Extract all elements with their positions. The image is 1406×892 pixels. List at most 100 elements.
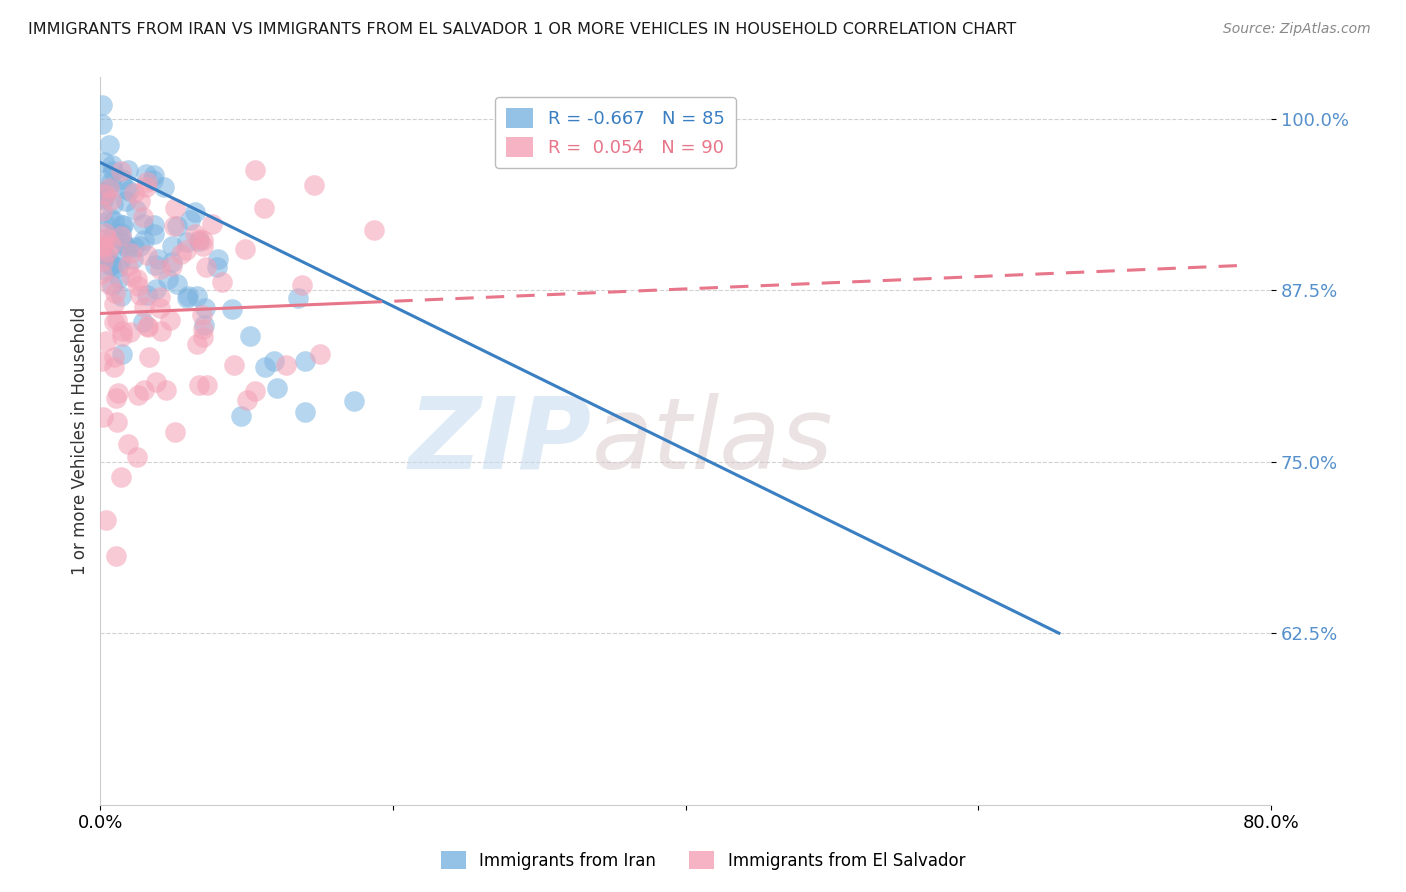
Point <box>93 215 115 229</box>
Point <box>149 324 172 338</box>
Point <box>308 347 330 361</box>
Point <box>145 282 167 296</box>
Point <box>110 346 132 360</box>
Point <box>201 217 224 231</box>
Point <box>184 227 207 242</box>
Point <box>363 223 385 237</box>
Point <box>96 334 118 348</box>
Point <box>105 549 128 563</box>
Point <box>103 197 125 211</box>
Point <box>90 240 112 254</box>
Point <box>94 513 117 527</box>
Point <box>94 187 117 202</box>
Point <box>136 319 159 334</box>
Point <box>105 391 128 405</box>
Point <box>243 384 266 398</box>
Point <box>131 217 153 231</box>
Point <box>135 288 157 302</box>
Point <box>142 227 165 241</box>
Point <box>193 233 215 247</box>
Point <box>159 313 181 327</box>
Point <box>211 275 233 289</box>
Point <box>101 230 124 244</box>
Point <box>143 258 166 272</box>
Point <box>191 330 214 344</box>
Point <box>156 271 179 285</box>
Point <box>149 301 172 315</box>
Y-axis label: 1 or more Vehicles in Household: 1 or more Vehicles in Household <box>72 307 89 575</box>
Point <box>160 255 183 269</box>
Point <box>274 358 297 372</box>
Point <box>98 169 121 184</box>
Point <box>108 254 131 268</box>
Point <box>97 250 120 264</box>
Text: ZIP: ZIP <box>409 392 592 490</box>
Point <box>142 218 165 232</box>
Point <box>188 234 211 248</box>
Point <box>120 268 142 283</box>
Point <box>98 278 121 293</box>
Point <box>166 277 188 292</box>
Point <box>166 219 188 233</box>
Point <box>170 247 193 261</box>
Point <box>100 193 122 207</box>
Point <box>98 258 121 272</box>
Point <box>115 194 138 208</box>
Point <box>229 409 252 423</box>
Point <box>120 246 142 260</box>
Point <box>111 324 134 338</box>
Point <box>127 388 149 402</box>
Point <box>97 183 120 197</box>
Point <box>135 179 157 194</box>
Point <box>149 290 172 304</box>
Point <box>294 354 316 368</box>
Point <box>136 248 159 262</box>
Point <box>291 277 314 292</box>
Point <box>91 254 114 268</box>
Point <box>207 252 229 267</box>
Point <box>124 240 146 254</box>
Point <box>125 450 148 464</box>
Point <box>98 181 121 195</box>
Point <box>91 193 114 207</box>
Point <box>188 231 211 245</box>
Point <box>104 285 127 300</box>
Point <box>115 242 138 256</box>
Point <box>111 234 134 248</box>
Point <box>224 358 246 372</box>
Point <box>122 252 145 266</box>
Point <box>191 239 214 253</box>
Point <box>105 313 128 327</box>
Point <box>187 377 209 392</box>
Point <box>194 301 217 315</box>
Point <box>93 154 115 169</box>
Point <box>108 270 131 285</box>
Point <box>127 272 149 286</box>
Point <box>263 353 285 368</box>
Point <box>132 300 155 314</box>
Point <box>118 185 141 199</box>
Point <box>194 260 217 274</box>
Point <box>138 350 160 364</box>
Point <box>91 185 114 199</box>
Point <box>112 218 135 232</box>
Point <box>205 260 228 274</box>
Point <box>142 173 165 187</box>
Point <box>117 436 139 450</box>
Point <box>176 292 198 306</box>
Point <box>132 384 155 398</box>
Point <box>127 279 149 293</box>
Point <box>103 359 125 374</box>
Point <box>129 288 152 302</box>
Point <box>195 378 218 392</box>
Point <box>101 158 124 172</box>
Point <box>135 318 157 333</box>
Point <box>94 232 117 246</box>
Point <box>94 226 117 240</box>
Point <box>107 260 129 274</box>
Point <box>103 350 125 364</box>
Point <box>135 168 157 182</box>
Point <box>163 219 186 234</box>
Point <box>253 360 276 375</box>
Point <box>110 226 132 240</box>
